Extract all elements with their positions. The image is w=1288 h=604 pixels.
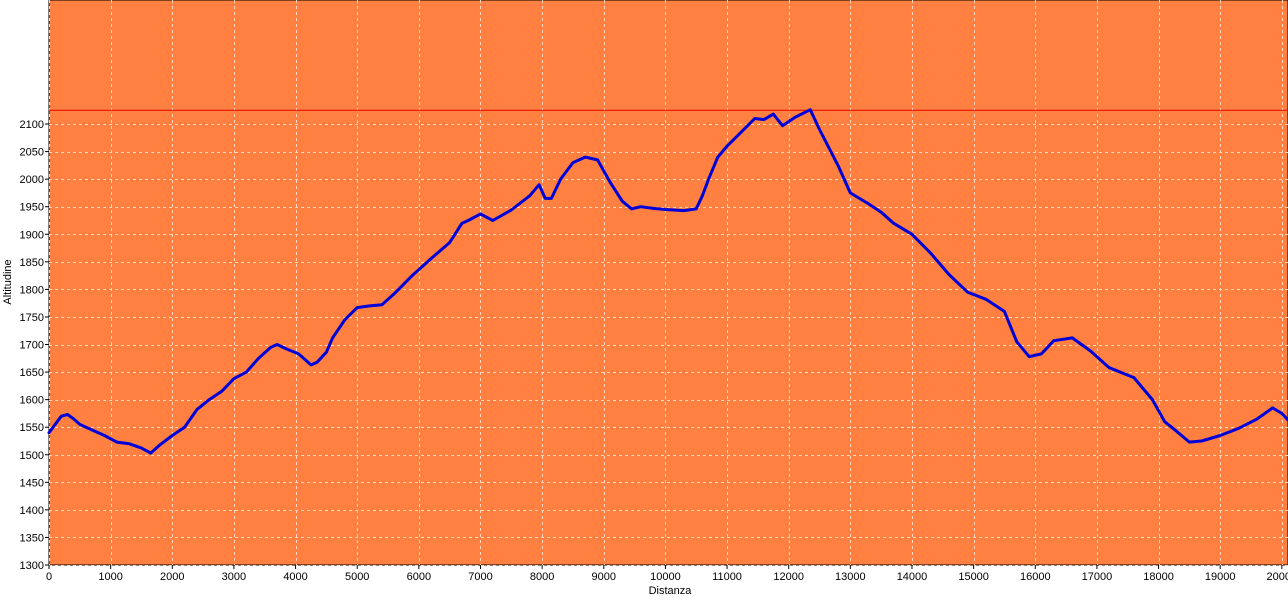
x-tick-label: 8000	[530, 571, 554, 583]
y-tick-label: 1550	[20, 422, 44, 434]
x-tick-label: 0	[46, 571, 52, 583]
y-tick-label: 1500	[20, 450, 44, 462]
plot-area	[48, 0, 1288, 566]
x-tick-label: 14000	[897, 571, 928, 583]
x-tick-label: 6000	[407, 571, 431, 583]
x-tick-label: 17000	[1082, 571, 1113, 583]
series-line	[47, 108, 1288, 455]
y-tick-label: 1900	[20, 229, 44, 241]
x-tick-label: 19000	[1205, 571, 1236, 583]
y-tick-label: 1700	[20, 340, 44, 352]
y-axis-label: Altitudine	[2, 259, 14, 304]
y-tick-label: 1750	[20, 312, 44, 324]
y-tick-label: 1850	[20, 257, 44, 269]
x-tick-label: 20000	[1267, 571, 1288, 583]
grid-lines	[49, 0, 1288, 566]
x-tick-label: 15000	[958, 571, 989, 583]
x-tick-label: 13000	[835, 571, 866, 583]
y-tick-label: 1350	[20, 532, 44, 544]
y-tick-label: 1600	[20, 395, 44, 407]
y-tick-label: 1650	[20, 367, 44, 379]
y-tick-label: 2000	[20, 174, 44, 186]
x-tick-label: 3000	[222, 571, 246, 583]
y-tick-label: 2050	[20, 147, 44, 159]
x-tick-label: 5000	[345, 571, 369, 583]
y-tick-label: 1400	[20, 505, 44, 517]
x-axis-label: Distanza	[649, 585, 693, 597]
x-tick-label: 9000	[592, 571, 616, 583]
x-tick-label: 2000	[160, 571, 184, 583]
x-tick-label: 12000	[773, 571, 804, 583]
x-tick-label: 18000	[1143, 571, 1174, 583]
x-tick-label: 1000	[98, 571, 122, 583]
x-tick-label: 4000	[283, 571, 307, 583]
x-tick-label: 10000	[650, 571, 681, 583]
x-tick-label: 16000	[1020, 571, 1051, 583]
y-tick-label: 1800	[20, 284, 44, 296]
y-tick-label: 2100	[20, 119, 44, 131]
y-tick-label: 1300	[20, 560, 44, 572]
x-axis: 0 1000 2000 3000 4000 5000 6000 7000 8000 9000 100…	[46, 565, 1288, 583]
y-tick-label: 1450	[20, 477, 44, 489]
y-axis: 1300 1350 1400 1450 1500 1550 1600 1650 1700 1750…	[20, 119, 49, 572]
x-tick-label: 7000	[468, 571, 492, 583]
y-tick-label: 1950	[20, 202, 44, 214]
x-tick-label: 11000	[712, 571, 742, 583]
